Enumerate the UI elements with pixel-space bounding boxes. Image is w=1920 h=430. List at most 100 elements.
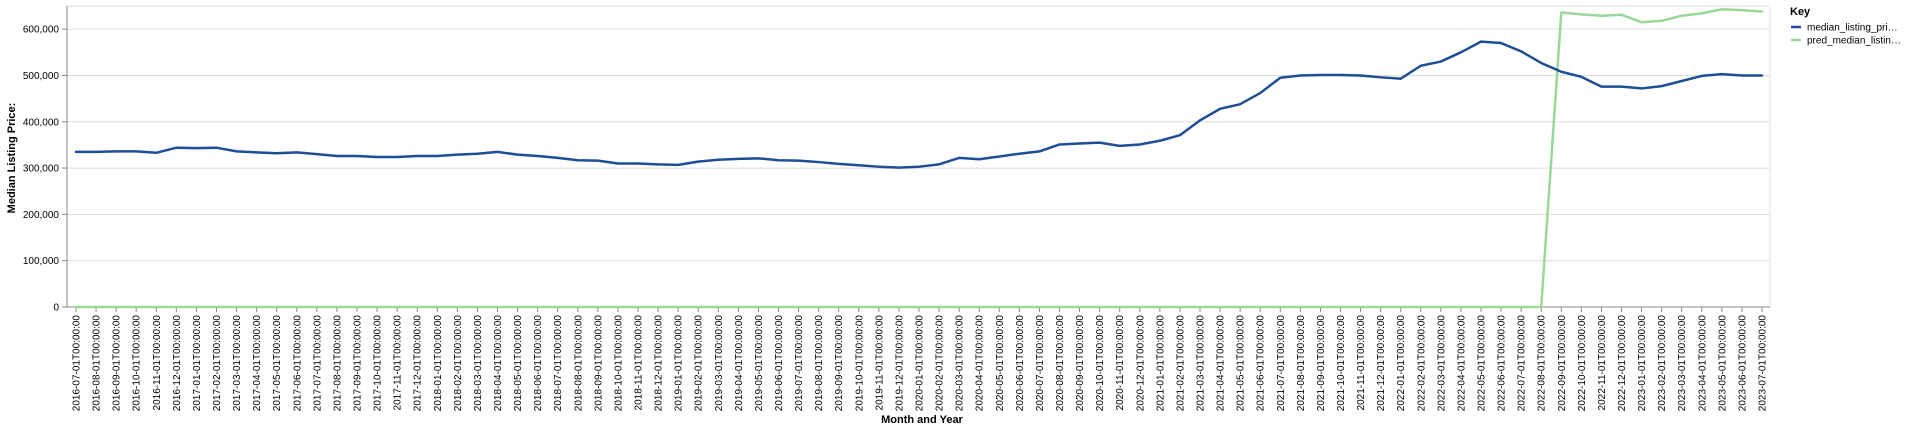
y-tick-label: 200,000 xyxy=(23,210,60,221)
x-tick-label: 2018-02-01T00:00:00 xyxy=(453,315,464,412)
x-tick-label: 2020-04-01T00:00:00 xyxy=(975,315,986,412)
y-tick-label: 300,000 xyxy=(23,164,60,175)
x-tick-label: 2019-04-01T00:00:00 xyxy=(734,315,745,412)
x-tick-label: 2018-05-01T00:00:00 xyxy=(513,315,524,412)
x-tick-label: 2023-03-01T00:00:00 xyxy=(1677,315,1688,412)
y-axis-title: Median Listing Price: xyxy=(6,103,18,214)
series-lines xyxy=(74,7,1764,309)
x-tick-label: 2019-10-01T00:00:00 xyxy=(854,315,865,412)
x-tick-label: 2017-04-01T00:00:00 xyxy=(252,315,263,412)
x-tick-label: 2022-03-01T00:00:00 xyxy=(1436,315,1447,412)
x-tick-label: 2022-09-01T00:00:00 xyxy=(1557,315,1568,412)
x-tick-label: 2016-10-01T00:00:00 xyxy=(132,315,143,412)
x-tick-label: 2019-08-01T00:00:00 xyxy=(814,315,825,412)
x-tick-label: 2021-12-01T00:00:00 xyxy=(1376,315,1387,412)
x-tick-label: 2018-11-01T00:00:00 xyxy=(634,315,645,411)
x-tick-label: 2020-08-01T00:00:00 xyxy=(1055,315,1066,412)
x-tick-label: 2016-09-01T00:00:00 xyxy=(112,315,123,412)
x-tick-label: 2018-04-01T00:00:00 xyxy=(493,315,504,412)
x-tick-label: 2016-11-01T00:00:00 xyxy=(152,315,163,411)
x-tick-label: 2023-02-01T00:00:00 xyxy=(1657,315,1668,412)
x-tick-label: 2020-12-01T00:00:00 xyxy=(1135,315,1146,412)
x-tick-label: 2019-12-01T00:00:00 xyxy=(894,315,905,412)
series-line xyxy=(74,7,1764,309)
x-tick-label: 2021-04-01T00:00:00 xyxy=(1216,315,1227,412)
x-tick-label: 2020-09-01T00:00:00 xyxy=(1075,315,1086,412)
x-tick-label: 2023-01-01T00:00:00 xyxy=(1637,315,1648,412)
x-tick-label: 2018-10-01T00:00:00 xyxy=(613,315,624,412)
x-tick-label: 2017-03-01T00:00:00 xyxy=(232,315,243,412)
x-tick-label: 2018-03-01T00:00:00 xyxy=(473,315,484,412)
x-tick-label: 2020-03-01T00:00:00 xyxy=(955,315,966,412)
x-tick-label: 2022-01-01T00:00:00 xyxy=(1396,315,1407,412)
x-tick-label: 2022-05-01T00:00:00 xyxy=(1477,315,1488,412)
x-tick-label: 2019-01-01T00:00:00 xyxy=(674,315,685,412)
x-tick-label: 2023-06-01T00:00:00 xyxy=(1737,315,1748,412)
series-line xyxy=(74,40,1764,169)
x-tick-label: 2017-11-01T00:00:00 xyxy=(393,315,404,411)
x-tick-label: 2018-01-01T00:00:00 xyxy=(433,315,444,412)
x-tick-label: 2023-04-01T00:00:00 xyxy=(1697,315,1708,412)
x-tick-label: 2018-09-01T00:00:00 xyxy=(593,315,604,412)
x-tick-label: 2017-08-01T00:00:00 xyxy=(332,315,343,412)
x-tick-label: 2022-04-01T00:00:00 xyxy=(1456,315,1467,412)
legend-label: pred_median_listin… xyxy=(1807,36,1901,47)
x-tick-label: 2021-05-01T00:00:00 xyxy=(1236,315,1247,412)
x-tick-label: 2021-03-01T00:00:00 xyxy=(1196,315,1207,412)
y-tick-label: 100,000 xyxy=(23,256,60,267)
y-tick-label: 500,000 xyxy=(23,71,60,82)
x-tick-label: 2017-09-01T00:00:00 xyxy=(353,315,364,412)
x-tick-label: 2016-12-01T00:00:00 xyxy=(172,315,183,412)
y-axis: 0 100,000 200,000 300,000 400,000 500,000 600,… xyxy=(23,6,68,314)
x-axis: 2016-07-01T00:00:00 2016-08-01T00:00:00 20… xyxy=(67,306,1770,412)
x-tick-label: 2021-06-01T00:00:00 xyxy=(1256,315,1267,412)
x-tick-label: 2016-08-01T00:00:00 xyxy=(92,315,103,412)
x-tick-label: 2019-07-01T00:00:00 xyxy=(794,315,805,412)
y-tick-label: 600,000 xyxy=(23,25,60,36)
x-tick-label: 2021-07-01T00:00:00 xyxy=(1276,315,1287,412)
x-tick-label: 2017-10-01T00:00:00 xyxy=(373,315,384,412)
x-tick-label: 2018-07-01T00:00:00 xyxy=(553,315,564,412)
x-axis-title: Month and Year xyxy=(881,414,963,426)
x-tick-label: 2021-10-01T00:00:00 xyxy=(1336,315,1347,412)
x-tick-label: 2017-01-01T00:00:00 xyxy=(192,315,203,412)
x-tick-label: 2019-09-01T00:00:00 xyxy=(834,315,845,412)
x-tick-label: 2020-01-01T00:00:00 xyxy=(915,315,926,412)
legend-title: Key xyxy=(1790,6,1811,18)
x-tick-label: 2022-08-01T00:00:00 xyxy=(1537,315,1548,412)
gridlines xyxy=(66,5,1771,308)
legend: Key median_listing_pri… pred_median_listi… xyxy=(1790,6,1901,47)
x-tick-label: 2020-06-01T00:00:00 xyxy=(1015,315,1026,412)
x-tick-label: 2021-11-01T00:00:00 xyxy=(1356,315,1367,411)
x-tick-label: 2020-07-01T00:00:00 xyxy=(1035,315,1046,412)
x-tick-label: 2020-05-01T00:00:00 xyxy=(995,315,1006,412)
x-tick-label: 2019-06-01T00:00:00 xyxy=(774,315,785,412)
x-tick-label: 2020-11-01T00:00:00 xyxy=(1115,315,1126,411)
legend-label: median_listing_pri… xyxy=(1807,23,1898,34)
x-tick-label: 2022-12-01T00:00:00 xyxy=(1617,315,1628,412)
x-tick-label: 2022-10-01T00:00:00 xyxy=(1577,315,1588,412)
x-tick-label: 2022-11-01T00:00:00 xyxy=(1597,315,1608,411)
x-tick-label: 2019-11-01T00:00:00 xyxy=(874,315,885,411)
x-tick-label: 2017-07-01T00:00:00 xyxy=(312,315,323,412)
x-tick-label: 2022-07-01T00:00:00 xyxy=(1517,315,1528,412)
x-tick-label: 2017-06-01T00:00:00 xyxy=(292,315,303,412)
x-tick-label: 2021-08-01T00:00:00 xyxy=(1296,315,1307,412)
plot-frame xyxy=(66,5,1771,308)
x-tick-label: 2017-12-01T00:00:00 xyxy=(413,315,424,412)
y-tick-label: 0 xyxy=(53,303,59,314)
x-tick-label: 2019-02-01T00:00:00 xyxy=(694,315,705,412)
x-tick-label: 2023-05-01T00:00:00 xyxy=(1717,315,1728,412)
x-tick-label: 2023-07-01T00:00:00 xyxy=(1758,315,1769,412)
x-tick-label: 2021-01-01T00:00:00 xyxy=(1155,315,1166,412)
y-tick-label: 400,000 xyxy=(23,117,60,128)
x-tick-label: 2018-06-01T00:00:00 xyxy=(533,315,544,412)
x-tick-label: 2019-03-01T00:00:00 xyxy=(714,315,725,412)
x-tick-label: 2017-05-01T00:00:00 xyxy=(272,315,283,412)
x-tick-label: 2021-02-01T00:00:00 xyxy=(1175,315,1186,412)
x-tick-label: 2018-08-01T00:00:00 xyxy=(573,315,584,412)
x-tick-label: 2022-06-01T00:00:00 xyxy=(1497,315,1508,412)
x-tick-label: 2020-10-01T00:00:00 xyxy=(1095,315,1106,412)
x-tick-label: 2019-05-01T00:00:00 xyxy=(754,315,765,412)
